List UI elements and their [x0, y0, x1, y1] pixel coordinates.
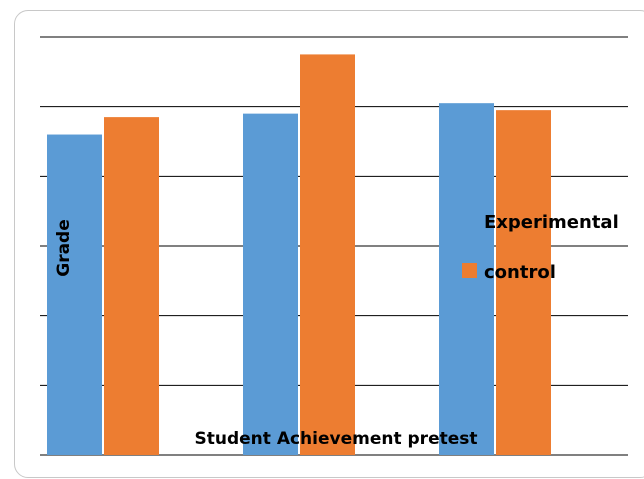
bars [47, 54, 551, 456]
bar-control-2 [300, 54, 355, 456]
bar-experimental-3 [439, 103, 494, 455]
legend-swatch-control [462, 263, 477, 278]
bar-control-1 [104, 117, 159, 455]
bar-experimental-1 [47, 134, 102, 456]
legend: Experimental control [462, 212, 619, 283]
bar-experimental-2 [243, 113, 298, 455]
y-axis-label: Grade [54, 219, 74, 277]
legend-label-control: control [484, 262, 556, 283]
legend-label-experimental: Experimental [484, 212, 619, 233]
x-axis-label: Student Achievement pretest [195, 429, 478, 449]
bar-control-3 [496, 110, 551, 456]
legend-swatch-experimental [462, 213, 477, 228]
